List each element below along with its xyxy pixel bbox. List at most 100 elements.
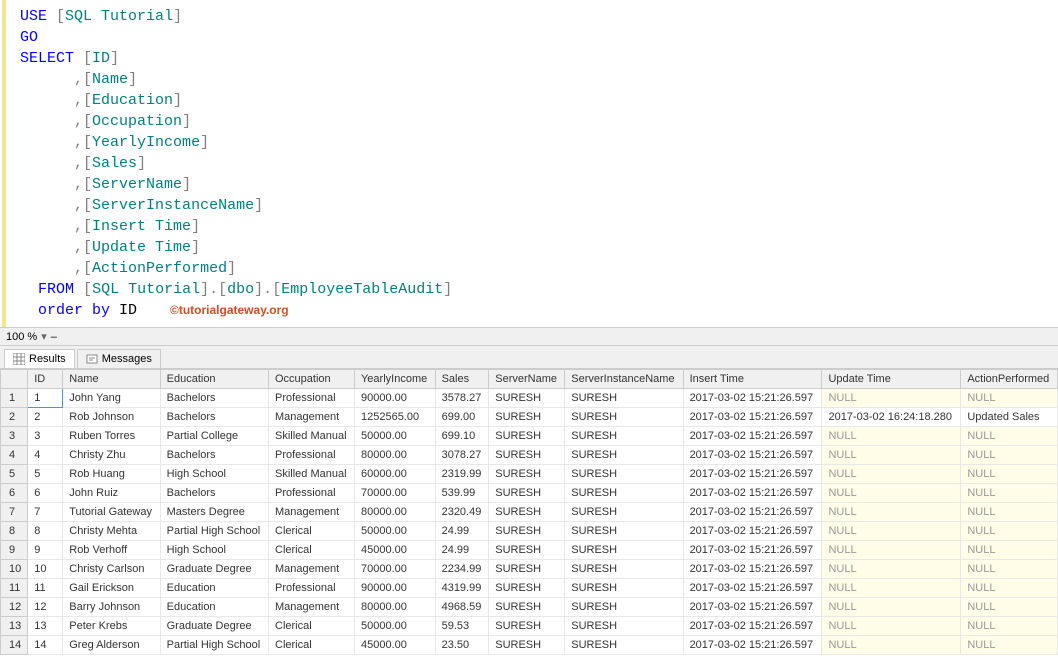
table-cell[interactable]: 80000.00	[354, 598, 435, 617]
table-cell[interactable]: SURESH	[489, 522, 565, 541]
table-cell[interactable]: Christy Zhu	[63, 446, 160, 465]
table-cell[interactable]: 45000.00	[354, 636, 435, 655]
table-cell[interactable]: Professional	[269, 389, 355, 408]
table-cell[interactable]: Greg Alderson	[63, 636, 160, 655]
table-cell[interactable]: 8	[28, 522, 63, 541]
table-cell[interactable]: Clerical	[269, 541, 355, 560]
table-cell[interactable]: 699.10	[435, 427, 489, 446]
table-cell[interactable]: NULL	[822, 598, 961, 617]
table-cell[interactable]: NULL	[961, 503, 1058, 522]
table-cell[interactable]: SURESH	[489, 408, 565, 427]
table-cell[interactable]: Bachelors	[160, 484, 268, 503]
table-cell[interactable]: SURESH	[489, 465, 565, 484]
column-header[interactable]: ID	[28, 370, 63, 389]
table-cell[interactable]: John Ruiz	[63, 484, 160, 503]
column-header[interactable]: ActionPerformed	[961, 370, 1058, 389]
table-cell[interactable]: SURESH	[489, 427, 565, 446]
zoom-dropdown-icon[interactable]: ▾	[41, 330, 47, 343]
table-cell[interactable]: High School	[160, 465, 268, 484]
table-row[interactable]: 11John YangBachelorsProfessional90000.00…	[1, 389, 1058, 408]
table-cell[interactable]: 3	[28, 427, 63, 446]
table-cell[interactable]: 90000.00	[354, 579, 435, 598]
table-cell[interactable]: NULL	[822, 579, 961, 598]
column-header[interactable]: YearlyIncome	[354, 370, 435, 389]
table-cell[interactable]: 2017-03-02 15:21:26.597	[683, 389, 822, 408]
table-cell[interactable]: 2017-03-02 15:21:26.597	[683, 484, 822, 503]
table-cell[interactable]: 2017-03-02 15:21:26.597	[683, 408, 822, 427]
table-cell[interactable]: Gail Erickson	[63, 579, 160, 598]
table-cell[interactable]: NULL	[822, 617, 961, 636]
table-cell[interactable]: 5	[28, 465, 63, 484]
table-cell[interactable]: SURESH	[565, 617, 683, 636]
table-cell[interactable]: SURESH	[565, 484, 683, 503]
table-cell[interactable]: Management	[269, 503, 355, 522]
table-cell[interactable]: SURESH	[489, 446, 565, 465]
table-cell[interactable]: Bachelors	[160, 408, 268, 427]
table-cell[interactable]: SURESH	[489, 541, 565, 560]
table-cell[interactable]: 5	[1, 465, 28, 484]
table-cell[interactable]: Christy Carlson	[63, 560, 160, 579]
table-row[interactable]: 1414Greg AldersonPartial High SchoolCler…	[1, 636, 1058, 655]
table-cell[interactable]: NULL	[822, 484, 961, 503]
table-cell[interactable]: Education	[160, 579, 268, 598]
table-cell[interactable]: 1	[1, 389, 28, 408]
table-cell[interactable]: Clerical	[269, 617, 355, 636]
table-row[interactable]: 1212Barry JohnsonEducationManagement8000…	[1, 598, 1058, 617]
table-cell[interactable]: 24.99	[435, 541, 489, 560]
table-cell[interactable]: 2017-03-02 15:21:26.597	[683, 465, 822, 484]
table-cell[interactable]: Masters Degree	[160, 503, 268, 522]
table-cell[interactable]: 11	[1, 579, 28, 598]
table-cell[interactable]: NULL	[961, 579, 1058, 598]
table-cell[interactable]: Tutorial Gateway	[63, 503, 160, 522]
table-cell[interactable]: SURESH	[489, 579, 565, 598]
table-cell[interactable]: 8	[1, 522, 28, 541]
table-cell[interactable]: 14	[28, 636, 63, 655]
table-row[interactable]: 1010Christy CarlsonGraduate DegreeManage…	[1, 560, 1058, 579]
table-cell[interactable]: SURESH	[565, 446, 683, 465]
table-cell[interactable]: 80000.00	[354, 503, 435, 522]
table-cell[interactable]: NULL	[961, 617, 1058, 636]
table-row[interactable]: 1111Gail EricksonEducationProfessional90…	[1, 579, 1058, 598]
table-cell[interactable]: 2	[1, 408, 28, 427]
table-cell[interactable]: 9	[28, 541, 63, 560]
table-cell[interactable]: 2320.49	[435, 503, 489, 522]
table-cell[interactable]: 50000.00	[354, 427, 435, 446]
table-cell[interactable]: Professional	[269, 484, 355, 503]
table-cell[interactable]: 2017-03-02 15:21:26.597	[683, 598, 822, 617]
table-cell[interactable]: 2319.99	[435, 465, 489, 484]
table-cell[interactable]: 59.53	[435, 617, 489, 636]
table-cell[interactable]: Partial High School	[160, 522, 268, 541]
table-cell[interactable]: Skilled Manual	[269, 465, 355, 484]
table-cell[interactable]: SURESH	[489, 484, 565, 503]
table-cell[interactable]: NULL	[961, 598, 1058, 617]
table-cell[interactable]: Rob Huang	[63, 465, 160, 484]
table-cell[interactable]: SURESH	[565, 560, 683, 579]
table-cell[interactable]: 12	[28, 598, 63, 617]
table-cell[interactable]: NULL	[961, 522, 1058, 541]
results-grid[interactable]: IDNameEducationOccupationYearlyIncomeSal…	[0, 369, 1058, 659]
table-cell[interactable]: 13	[1, 617, 28, 636]
table-cell[interactable]: 70000.00	[354, 560, 435, 579]
table-cell[interactable]: 539.99	[435, 484, 489, 503]
table-cell[interactable]: 60000.00	[354, 465, 435, 484]
table-cell[interactable]: 4	[28, 446, 63, 465]
table-cell[interactable]: Management	[269, 408, 355, 427]
column-header[interactable]: Occupation	[269, 370, 355, 389]
table-cell[interactable]: Peter Krebs	[63, 617, 160, 636]
table-cell[interactable]: Clerical	[269, 522, 355, 541]
column-header[interactable]: Insert Time	[683, 370, 822, 389]
tab-messages[interactable]: Messages	[77, 349, 161, 368]
table-cell[interactable]: 2017-03-02 15:21:26.597	[683, 560, 822, 579]
table-cell[interactable]: 2	[28, 408, 63, 427]
table-cell[interactable]: NULL	[822, 389, 961, 408]
table-cell[interactable]: 2017-03-02 15:21:26.597	[683, 446, 822, 465]
table-cell[interactable]: 699.00	[435, 408, 489, 427]
table-row[interactable]: 44Christy ZhuBachelorsProfessional80000.…	[1, 446, 1058, 465]
table-cell[interactable]: SURESH	[565, 522, 683, 541]
table-cell[interactable]: Clerical	[269, 636, 355, 655]
table-cell[interactable]: Graduate Degree	[160, 617, 268, 636]
table-cell[interactable]: Ruben Torres	[63, 427, 160, 446]
tab-results[interactable]: Results	[4, 349, 75, 368]
table-cell[interactable]: SURESH	[565, 427, 683, 446]
table-cell[interactable]: NULL	[822, 503, 961, 522]
